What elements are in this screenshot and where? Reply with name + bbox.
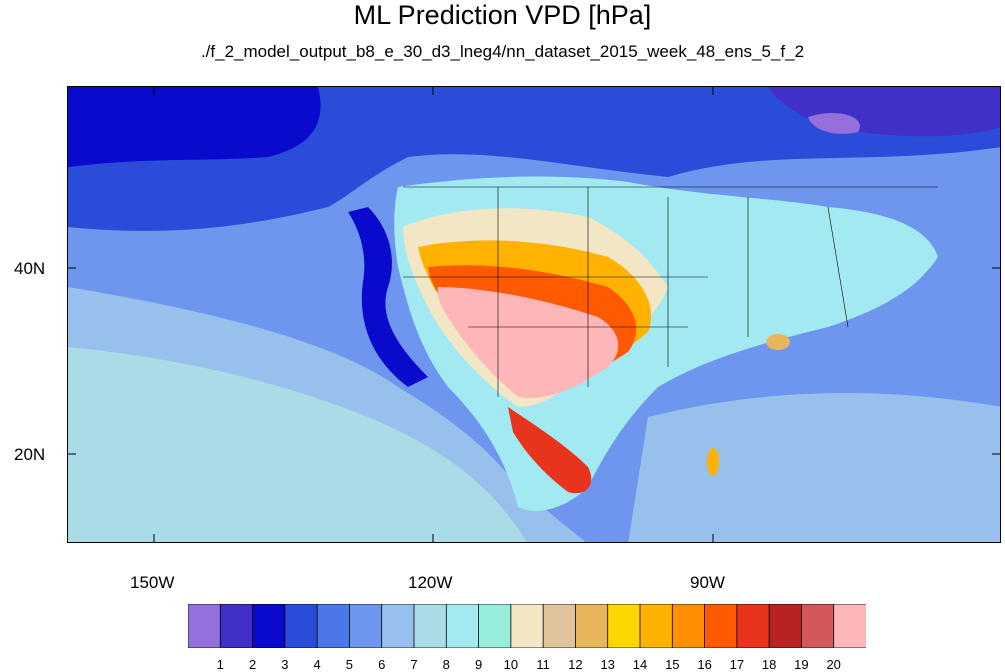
chart-subtitle: ./f_2_model_output_b8_e_30_d3_lneg4/nn_d… (200, 42, 805, 61)
colorbar-tick-label: 8 (442, 657, 450, 672)
lat-label-20n: 20N (14, 445, 46, 464)
colorbar-tick-label: 14 (632, 657, 648, 672)
field-southeast-spot (766, 334, 790, 350)
colorbar-tick-label: 20 (826, 657, 841, 672)
colorbar-swatch (704, 604, 738, 648)
colorbar-swatch (575, 604, 609, 648)
colorbar-tick-label: 2 (248, 657, 257, 672)
lon-label-150w: 150W (130, 573, 175, 592)
lon-label-120w: 120W (408, 573, 453, 592)
colorbar-swatch (736, 604, 771, 648)
colorbar-swatch (671, 604, 706, 648)
lat-label-40n: 40N (14, 259, 46, 278)
field-north-core (68, 87, 321, 167)
colorbar-swatch (284, 604, 319, 648)
colorbar-swatch (219, 604, 254, 648)
vpd-field (68, 87, 1000, 542)
colorbar-swatch (252, 604, 286, 648)
colorbar-tick-label: 3 (281, 657, 289, 672)
colorbar-tick-label: 15 (665, 657, 680, 672)
field-west-coast-stripe (348, 207, 428, 387)
colorbar-tick-label: 19 (794, 657, 809, 672)
map-borders (403, 186, 938, 397)
colorbar-swatch (381, 604, 415, 648)
chart-title: ML Prediction VPD [hPa] (353, 0, 652, 30)
colorbar-tick-label: 16 (697, 657, 712, 672)
colorbar-swatch (768, 604, 803, 648)
field-northeast-purple (808, 112, 860, 134)
colorbar-swatch (833, 604, 866, 648)
colorbar-tick-label: 13 (600, 657, 615, 672)
colorbar-tick-label: 5 (345, 657, 353, 672)
colorbar-swatch (349, 604, 383, 648)
lat-ticks (67, 267, 1001, 455)
field-gulf-band (628, 393, 1000, 542)
colorbar-tick-label: 11 (536, 657, 550, 672)
colorbar-swatch (639, 604, 674, 648)
colorbar-swatch (801, 604, 835, 648)
vpd-map (67, 86, 1001, 543)
colorbar-tick-label: 7 (410, 657, 418, 672)
colorbar-swatch (316, 604, 351, 648)
field-south-band (68, 347, 527, 542)
lon-ticks (153, 86, 714, 543)
field-arid-pink (437, 287, 619, 398)
colorbar-tick-label: 1 (216, 657, 224, 672)
colorbar-tick-label: 18 (761, 657, 777, 672)
colorbar-tick-label: 17 (729, 657, 745, 672)
colorbar (188, 604, 866, 648)
field-mexico-red (508, 407, 592, 494)
field-cuba-spot (707, 448, 719, 476)
colorbar-swatch (445, 604, 480, 648)
colorbar-swatch (607, 604, 641, 648)
colorbar-tick-label: 9 (474, 657, 483, 672)
colorbar-tick-label: 10 (503, 657, 519, 672)
colorbar-tick-label: 6 (378, 657, 386, 672)
colorbar-swatch (542, 604, 577, 648)
colorbar-swatch (413, 604, 448, 648)
colorbar-swatch (188, 604, 222, 648)
colorbar-swatch (510, 604, 545, 648)
colorbar-tick-label: 4 (313, 657, 321, 672)
lon-label-90w: 90W (690, 573, 725, 592)
colorbar-tick-label: 12 (568, 657, 583, 672)
colorbar-swatch (478, 604, 512, 648)
